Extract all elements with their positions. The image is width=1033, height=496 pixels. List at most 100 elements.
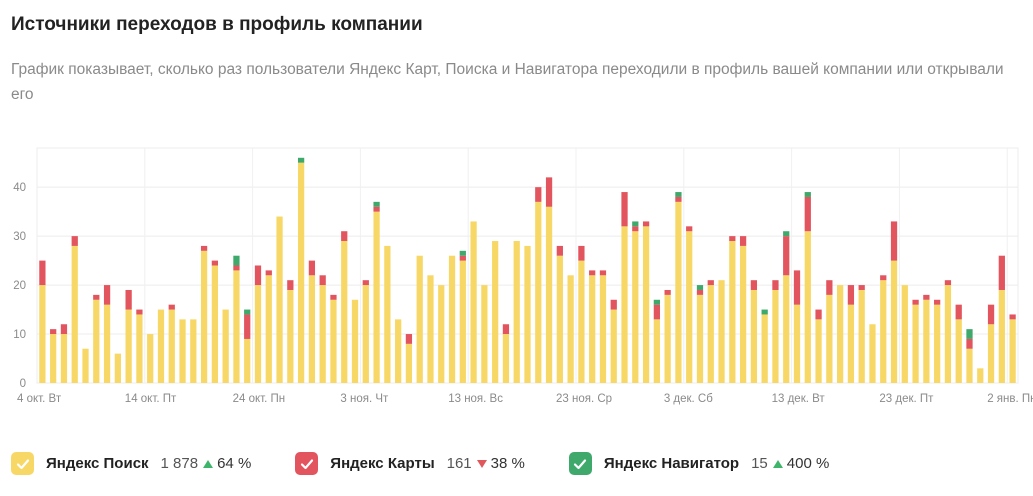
bar-segment-search (966, 348, 973, 383)
bar-segment-navigator (675, 192, 682, 197)
bar-segment-maps (93, 294, 100, 300)
checkbox-icon[interactable] (568, 452, 592, 475)
bar-segment-search (944, 285, 952, 383)
bar-segment-maps (39, 260, 46, 286)
bar-segment-maps (880, 275, 887, 281)
bar-segment-search (567, 275, 574, 383)
x-tick-label: 4 окт. Вт (17, 393, 62, 405)
x-tick-label: 23 дек. Пт (879, 393, 934, 405)
bar-segment-search (502, 334, 510, 383)
bar-segment-search (200, 250, 208, 383)
y-tick-label: 0 (20, 378, 26, 390)
bar-segment-maps (103, 285, 111, 305)
bar-segment-search (556, 255, 563, 383)
bar-segment-search (319, 285, 326, 383)
bar-segment-search (103, 304, 111, 383)
bar-segment-search (351, 299, 359, 383)
bar-segment-maps (330, 294, 337, 300)
bar-segment-maps (966, 338, 973, 349)
bar-segment-maps (847, 285, 855, 305)
bar-segment-search (675, 201, 682, 383)
bar-segment-search (783, 275, 790, 383)
bar-segment-search (804, 231, 811, 383)
bar-segment-search (125, 309, 132, 383)
bar-segment-search (793, 304, 801, 383)
legend-total: 161 (446, 455, 472, 472)
legend-item-search[interactable]: Яндекс Поиск 1 878 64 % (11, 452, 251, 475)
bar-segment-maps (578, 245, 585, 261)
legend-item-maps[interactable]: Яндекс Карты 161 38 % (295, 452, 525, 475)
bar-segment-maps (934, 299, 941, 305)
bar-segment-search (696, 294, 704, 383)
bar-segment-search (39, 285, 46, 383)
bar-segment-maps (664, 289, 671, 295)
bar-segment-maps (50, 329, 57, 335)
bar-segment-maps (912, 299, 919, 305)
bar-segment-navigator (373, 201, 380, 207)
bar-segment-search (395, 319, 402, 383)
bar-segment-maps (308, 260, 316, 276)
checkbox-icon[interactable] (295, 452, 319, 475)
bar-segment-maps (287, 280, 294, 290)
bar-segment-maps (254, 265, 262, 286)
bar-segment-search (578, 260, 585, 383)
bar-segment-search (341, 241, 348, 383)
bar-segment-search (750, 289, 758, 383)
bar-segment-search (837, 285, 844, 383)
legend-total: 1 878 (160, 455, 199, 472)
bar-segment-maps (535, 187, 542, 202)
bar-segment-search (869, 324, 876, 383)
bar-segment-search (297, 162, 305, 383)
bar-segment-search (384, 245, 391, 383)
bar-segment-search (330, 299, 337, 383)
bar-segment-search (362, 285, 369, 383)
legend-change: 64 % (217, 455, 252, 472)
bar-segment-maps (632, 226, 639, 232)
bar-segment-search (470, 221, 477, 383)
bar-segment-maps (502, 324, 510, 335)
bar-segment-maps (987, 304, 995, 325)
bar-segment-search (416, 255, 423, 383)
bar-segment-navigator (459, 250, 466, 256)
bar-segment-search (610, 309, 617, 383)
bar-segment-search (524, 245, 531, 383)
bar-segment-search (147, 334, 154, 383)
bar-segment-maps (168, 304, 175, 310)
bar-segment-maps (556, 245, 563, 256)
x-tick-label: 2 янв. Пн (987, 393, 1033, 405)
bar-segment-search (589, 275, 596, 383)
trend-up-icon (772, 459, 783, 468)
bar-segment-maps (233, 265, 240, 271)
bar-segment-maps (589, 270, 596, 276)
bar-segment-search (448, 255, 456, 383)
bar-segment-search (60, 334, 68, 383)
bar-segment-maps (265, 270, 272, 276)
bar-segment-maps (804, 196, 811, 232)
bar-segment-search (168, 309, 175, 383)
bar-segment-search (858, 289, 865, 383)
bar-segment-navigator (233, 255, 240, 266)
bar-segment-search (923, 299, 930, 383)
bar-segment-maps (610, 299, 617, 310)
bar-segment-search (308, 275, 316, 383)
bar-segment-search (71, 245, 78, 383)
bar-segment-search (761, 314, 768, 383)
bar-segment-search (50, 334, 57, 383)
y-tick-label: 10 (13, 329, 26, 341)
bar-segment-navigator (804, 192, 811, 197)
bar-segment-maps (125, 289, 132, 310)
bar-segment-search (955, 319, 962, 383)
bar-segment-navigator (761, 309, 768, 315)
bar-segment-search (890, 260, 898, 383)
bar-segment-search (545, 206, 553, 383)
bar-segment-maps (686, 226, 693, 232)
x-tick-label: 3 ноя. Чт (340, 393, 389, 405)
bar-segment-maps (362, 280, 369, 286)
legend-item-navigator[interactable]: Яндекс Навигатор 15 400 % (568, 452, 829, 475)
checkbox-icon[interactable] (11, 452, 34, 475)
bar-segment-maps (923, 294, 930, 300)
bar-segment-maps (1009, 314, 1016, 320)
bar-segment-search (621, 226, 628, 383)
bar-segment-maps (890, 221, 898, 261)
bar-segment-search (815, 319, 822, 383)
